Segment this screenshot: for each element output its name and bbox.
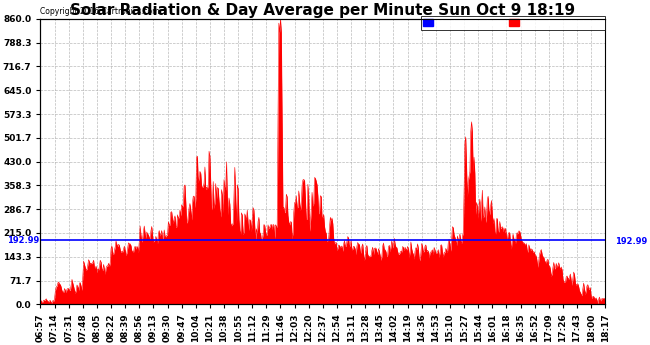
Text: 192.99: 192.99 <box>7 236 40 245</box>
Title: Solar Radiation & Day Average per Minute Sun Oct 9 18:19: Solar Radiation & Day Average per Minute… <box>70 3 575 18</box>
Legend: Median (w/m2), Radiation (w/m2): Median (w/m2), Radiation (w/m2) <box>421 16 605 30</box>
Text: Copyright 2016 Cartronics.com: Copyright 2016 Cartronics.com <box>40 7 160 16</box>
